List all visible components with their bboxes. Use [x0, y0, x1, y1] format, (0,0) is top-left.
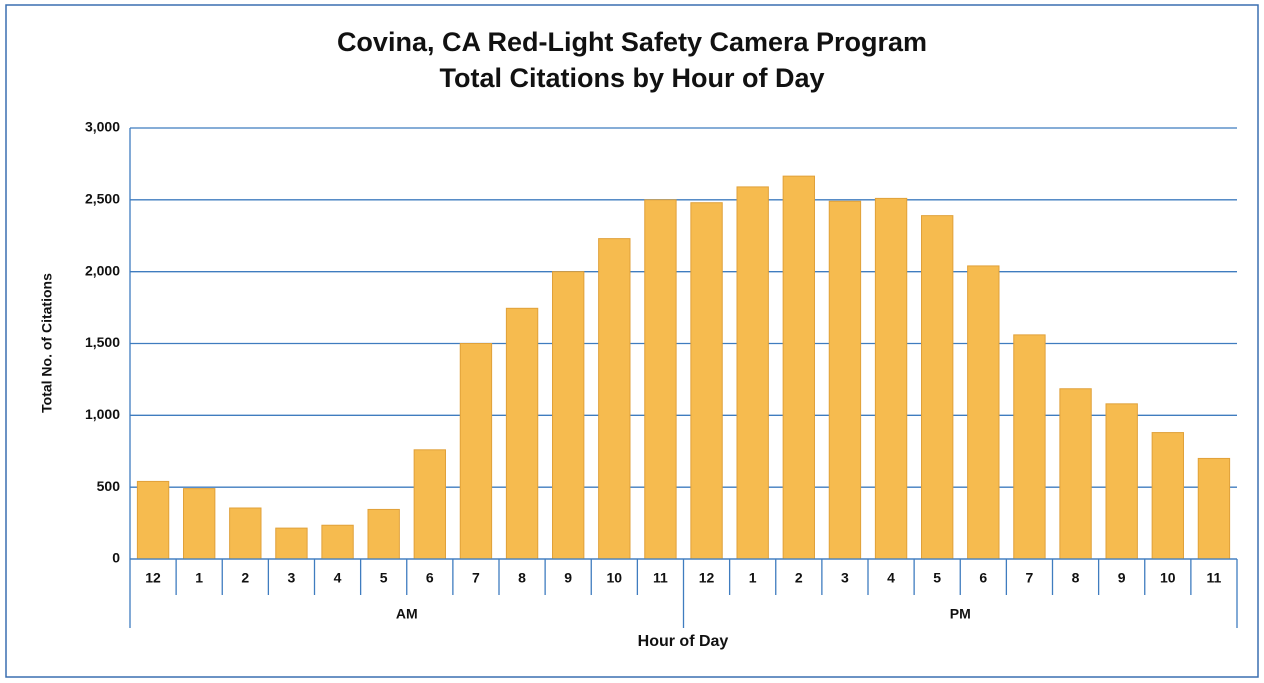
x-tick-label: 2 [241, 570, 249, 586]
y-tick-label: 3,000 [85, 119, 120, 135]
x-tick-label: 1 [195, 570, 203, 586]
bar [1197, 457, 1231, 560]
x-tick-label: 3 [841, 570, 849, 586]
chart-subtitle: Total Citations by Hour of Day [439, 63, 824, 93]
bar [321, 524, 354, 560]
bar [1059, 388, 1092, 560]
x-tick-label: 7 [1026, 570, 1034, 586]
x-tick-label: 8 [518, 570, 526, 586]
x-tick-label: 12 [699, 570, 715, 586]
bar [1151, 432, 1184, 560]
x-tick-label: 4 [887, 570, 895, 586]
bar [229, 507, 262, 560]
x-tick-label: 9 [564, 570, 572, 586]
x-tick-label: 8 [1072, 570, 1080, 586]
x-tick-label: 5 [933, 570, 941, 586]
x-tick-label: 5 [380, 570, 388, 586]
y-tick-label: 1,000 [85, 406, 120, 422]
x-tick-label: 4 [334, 570, 342, 586]
y-tick-label: 2,000 [85, 262, 120, 278]
bar [136, 480, 170, 560]
bar [921, 215, 954, 560]
x-tick-label: 10 [607, 570, 623, 586]
y-tick-label: 1,500 [85, 334, 120, 350]
bar [505, 307, 539, 560]
y-tick-label: 2,500 [85, 191, 120, 207]
x-tick-label: 11 [653, 570, 668, 586]
group-label: AM [396, 606, 418, 622]
bar [1013, 334, 1046, 560]
bar [967, 265, 1000, 560]
x-axis-label: Hour of Day [638, 633, 729, 650]
x-tick-label: 3 [288, 570, 296, 586]
x-tick-label: 1 [749, 570, 757, 586]
bar [413, 449, 446, 560]
bar [459, 343, 493, 560]
group-label: PM [950, 606, 971, 622]
x-tick-label: 12 [145, 570, 161, 586]
y-tick-label: 500 [97, 478, 121, 494]
x-tick-label: 7 [472, 570, 480, 586]
bar [736, 186, 769, 560]
y-tick-label: 0 [112, 550, 120, 566]
bar [1105, 403, 1138, 560]
bar [367, 508, 400, 560]
bar [552, 271, 585, 560]
bar [275, 527, 308, 560]
bar [782, 175, 815, 560]
bar [598, 238, 631, 560]
y-axis-label: Total No. of Citations [39, 273, 55, 413]
chart-title: Covina, CA Red-Light Safety Camera Progr… [337, 27, 927, 57]
chart-frame [5, 4, 1259, 678]
bar [874, 197, 908, 560]
bar [644, 199, 677, 560]
x-tick-label: 11 [1207, 570, 1222, 586]
x-tick-label: 9 [1118, 570, 1126, 586]
bar [183, 488, 216, 560]
x-tick-label: 2 [795, 570, 803, 586]
x-tick-label: 10 [1160, 570, 1176, 586]
bar [828, 200, 862, 560]
x-tick-label: 6 [426, 570, 434, 586]
x-tick-label: 6 [979, 570, 987, 586]
bar [690, 202, 723, 560]
